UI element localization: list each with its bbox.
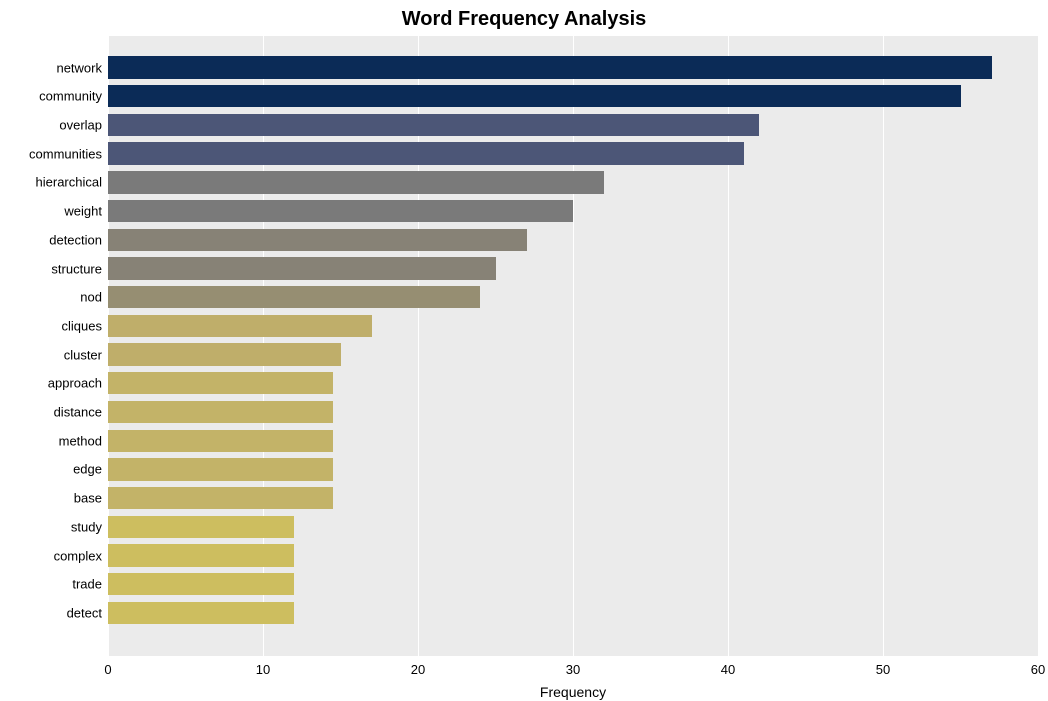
bar [108,171,604,193]
bar [108,56,992,78]
y-tick-label: cliques [62,318,102,333]
x-tick-label: 20 [411,662,425,677]
bar [108,286,480,308]
x-gridline [1038,36,1039,656]
y-tick-label: base [74,491,102,506]
bar [108,315,372,337]
y-tick-label: weight [64,204,102,219]
x-tick-label: 50 [876,662,890,677]
y-tick-label: detection [49,232,102,247]
y-tick-label: approach [48,376,102,391]
y-tick-label: edge [73,462,102,477]
y-tick-label: method [59,433,102,448]
y-tick-label: complex [54,548,102,563]
y-tick-label: nod [80,290,102,305]
chart-title: Word Frequency Analysis [0,8,1048,31]
x-axis-label: Frequency [108,684,1038,700]
x-tick-label: 60 [1031,662,1045,677]
plot-area: Frequency 0102030405060networkcommunityo… [108,36,1038,656]
y-tick-label: overlap [59,117,102,132]
word-frequency-chart: Word Frequency Analysis Frequency 010203… [0,0,1048,701]
y-tick-label: network [56,60,102,75]
x-gridline [883,36,884,656]
y-tick-label: structure [51,261,102,276]
y-tick-label: cluster [64,347,102,362]
bar [108,430,333,452]
bar [108,85,961,107]
bar [108,142,744,164]
bar [108,257,496,279]
y-tick-label: distance [54,405,102,420]
bar [108,487,333,509]
x-tick-label: 10 [256,662,270,677]
x-tick-label: 0 [104,662,111,677]
x-tick-label: 40 [721,662,735,677]
x-tick-label: 30 [566,662,580,677]
bar [108,200,573,222]
y-tick-label: study [71,519,102,534]
bar [108,229,527,251]
bar [108,602,294,624]
bar [108,516,294,538]
bar [108,573,294,595]
bar [108,372,333,394]
bar [108,343,341,365]
bar [108,544,294,566]
y-tick-label: trade [72,577,102,592]
y-tick-label: communities [29,146,102,161]
y-tick-label: hierarchical [36,175,102,190]
bar [108,458,333,480]
bar [108,401,333,423]
bar [108,114,759,136]
y-tick-label: detect [67,605,102,620]
y-tick-label: community [39,89,102,104]
